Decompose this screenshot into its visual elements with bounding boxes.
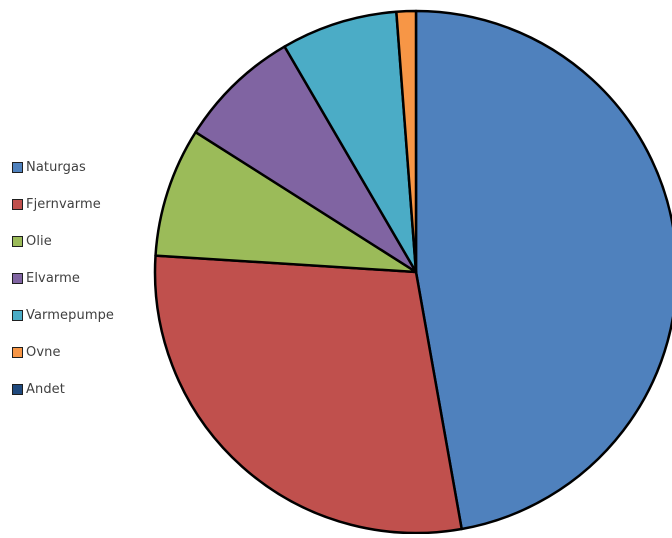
legend-swatch-naturgas xyxy=(12,162,23,173)
legend-label-varmepumpe: Varmepumpe xyxy=(26,308,115,323)
legend-label-naturgas: Naturgas xyxy=(26,160,86,175)
pie-slice-varmepumpe xyxy=(283,10,418,274)
legend-item-olie: Olie xyxy=(12,223,114,260)
legend-item-andet: Andet xyxy=(12,371,114,408)
chart-legend: Naturgas Fjernvarme Olie Elvarme Varmepumpe O… xyxy=(12,149,114,408)
pie-slice-olie xyxy=(154,130,418,274)
legend-swatch-fjernvarme xyxy=(12,199,23,210)
legend-swatch-ovne xyxy=(12,347,23,358)
legend-swatch-elvarme xyxy=(12,273,23,284)
legend-label-fjernvarme: Fjernvarme xyxy=(26,197,101,212)
legend-swatch-varmepumpe xyxy=(12,310,23,321)
legend-swatch-olie xyxy=(12,236,23,247)
pie-slice-elvarme xyxy=(194,45,418,274)
pie-slice-fjernvarme xyxy=(153,254,463,535)
legend-label-olie: Olie xyxy=(26,234,52,249)
legend-label-elvarme: Elvarme xyxy=(26,271,80,286)
pie-slice-ovne xyxy=(395,9,418,274)
legend-label-andet: Andet xyxy=(26,382,65,397)
legend-item-ovne: Ovne xyxy=(12,334,114,371)
legend-item-fjernvarme: Fjernvarme xyxy=(12,186,114,223)
legend-item-naturgas: Naturgas xyxy=(12,149,114,186)
legend-item-varmepumpe: Varmepumpe xyxy=(12,297,114,334)
pie-slice-naturgas xyxy=(414,9,672,531)
legend-swatch-andet xyxy=(12,384,23,395)
legend-item-elvarme: Elvarme xyxy=(12,260,114,297)
legend-label-ovne: Ovne xyxy=(26,345,61,360)
